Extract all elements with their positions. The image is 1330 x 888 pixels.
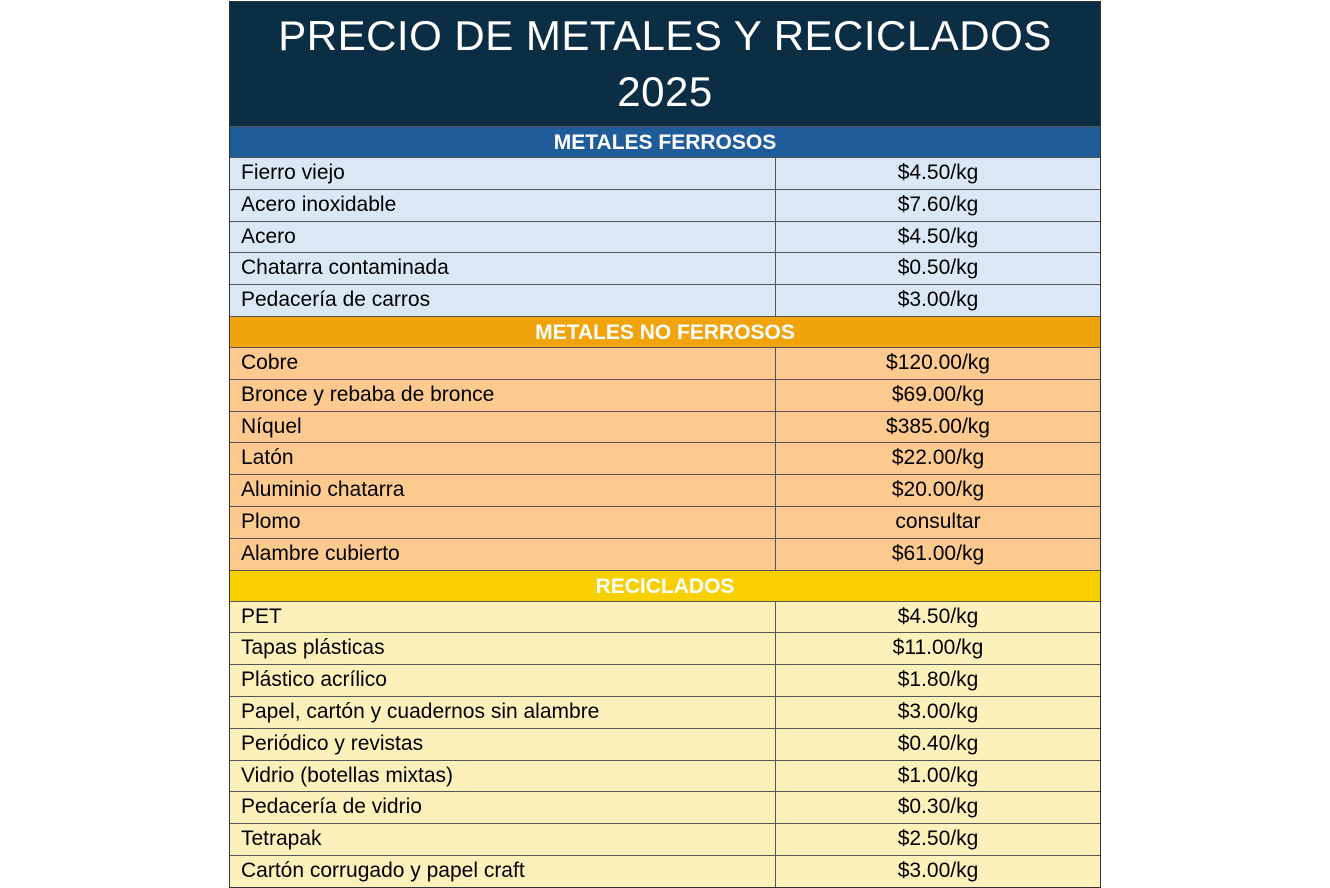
table-row: Tetrapak $2.50/kg [230, 823, 1100, 855]
item-price: $0.30/kg [897, 795, 979, 819]
item-price: $120.00/kg [886, 350, 990, 374]
item-price: $3.00/kg [897, 858, 979, 882]
table-row: Pedacería de vidrio $0.30/kg [230, 791, 1100, 824]
table-row: PET $4.50/kg [230, 600, 1100, 633]
item-name: Aluminio chatarra [230, 475, 776, 506]
table-row: Periódico y revistas $0.40/kg [230, 727, 1100, 760]
table-row: Acero inoxidable $7.60/kg [230, 188, 1100, 221]
item-price: $20.00/kg [891, 478, 985, 502]
section-metales-ferrosos: METALES FERROSOS Fierro viejo $4.50/kg Ac… [230, 126, 1100, 316]
table-row: Acero $4.50/kg [230, 220, 1100, 253]
item-price: $2.50/kg [897, 827, 979, 851]
price-table: PRECIO DE METALES Y RECICLADOS 2025 META… [229, 1, 1101, 888]
item-price: $1.00/kg [897, 763, 979, 787]
item-price: $1.80/kg [897, 668, 979, 692]
item-price: $0.40/kg [897, 731, 979, 755]
title-banner: PRECIO DE METALES Y RECICLADOS 2025 [230, 2, 1100, 126]
item-price: $3.00/kg [897, 288, 979, 312]
section-header: METALES NO FERROSOS [230, 315, 1100, 347]
item-price: $0.50/kg [897, 256, 979, 280]
item-price: $385.00/kg [886, 414, 990, 438]
item-price: consultar [895, 509, 981, 533]
item-name: Vidrio (botellas mixtas) [230, 760, 776, 792]
item-price: $3.00/kg [897, 699, 979, 723]
item-name: Chatarra contaminada [230, 253, 776, 285]
section-metales-no-ferrosos: METALES NO FERROSOS Cobre $120.00/kg Bron… [230, 315, 1100, 570]
item-price: $11.00/kg [892, 636, 984, 660]
section-header: RECICLADOS [230, 569, 1100, 601]
item-name: PET [230, 601, 776, 633]
table-row: Papel, cartón y cuadernos sin alambre $3.… [230, 695, 1100, 728]
title-line-1: PRECIO DE METALES Y RECICLADOS [278, 12, 1052, 59]
table-row: Alambre cubierto $61.00/kg [230, 537, 1100, 570]
item-name: Plomo [230, 506, 776, 538]
table-row: Plomo consultar [230, 505, 1100, 538]
item-name: Níquel [230, 411, 776, 443]
item-name: Periódico y revistas [230, 728, 776, 760]
table-row: Latón $22.00/kg [230, 442, 1100, 475]
item-name: Acero inoxidable [230, 189, 776, 221]
item-name: Alambre cubierto [230, 538, 776, 570]
item-name: Plástico acrílico [230, 665, 776, 696]
table-row: Cartón corrugado y papel craft $3.00/kg [230, 854, 1100, 887]
table-row: Vidrio (botellas mixtas) $1.00/kg [230, 759, 1100, 792]
table-row: Plástico acrílico $1.80/kg [230, 664, 1100, 696]
table-row: Chatarra contaminada $0.50/kg [230, 252, 1100, 285]
item-name: Cobre [230, 347, 776, 379]
table-row: Fierro viejo $4.50/kg [230, 157, 1100, 189]
table-row: Bronce y rebaba de bronce $69.00/kg [230, 378, 1100, 411]
item-price: $69.00/kg [891, 382, 985, 406]
item-price: $4.50/kg [897, 161, 979, 184]
item-name: Cartón corrugado y papel craft [230, 855, 776, 887]
item-name: Tapas plásticas [230, 633, 776, 665]
table-row: Aluminio chatarra $20.00/kg [230, 474, 1100, 506]
table-row: Pedacería de carros $3.00/kg [230, 284, 1100, 316]
table-row: Níquel $385.00/kg [230, 410, 1100, 443]
item-name: Pedacería de carros [230, 285, 776, 316]
item-price: $4.50/kg [897, 224, 979, 248]
item-name: Latón [230, 443, 776, 475]
item-price: $61.00/kg [891, 541, 985, 565]
section-reciclados: RECICLADOS PET $4.50/kg Tapas plásticas $1… [230, 569, 1100, 887]
item-price: $7.60/kg [897, 192, 979, 216]
item-name: Fierro viejo [230, 158, 776, 189]
table-row: Tapas plásticas $11.00/kg [230, 632, 1100, 665]
item-price: $4.50/kg [897, 604, 979, 628]
item-name: Papel, cartón y cuadernos sin alambre [230, 696, 776, 728]
item-name: Acero [230, 221, 776, 253]
item-name: Tetrapak [230, 824, 776, 855]
item-name: Bronce y rebaba de bronce [230, 379, 776, 411]
section-header: METALES FERROSOS [230, 126, 1100, 157]
title-line-2: 2025 [617, 68, 713, 115]
item-name: Pedacería de vidrio [230, 792, 776, 824]
table-row: Cobre $120.00/kg [230, 346, 1100, 379]
item-price: $22.00/kg [891, 446, 985, 470]
